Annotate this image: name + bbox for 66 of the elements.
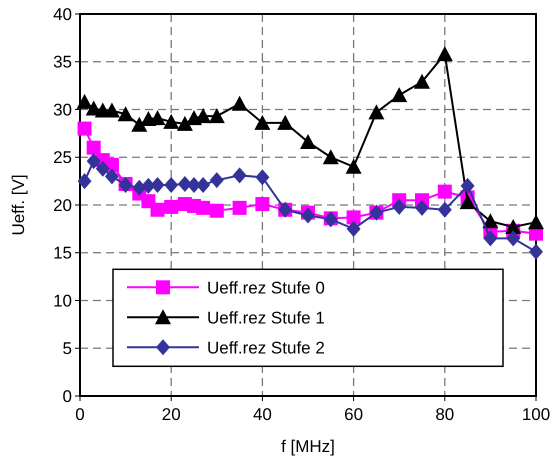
point [78, 122, 92, 136]
point [392, 198, 406, 215]
point [415, 200, 429, 216]
point [528, 214, 544, 230]
point [322, 149, 339, 164]
point [346, 158, 362, 174]
point [176, 116, 193, 131]
point [131, 116, 148, 132]
point [86, 140, 101, 155]
y-tick-label: 35 [53, 52, 72, 72]
point [300, 134, 316, 149]
point [232, 96, 248, 111]
y-tick-label: 30 [53, 100, 72, 120]
point [414, 74, 430, 89]
point [208, 108, 225, 124]
x-tick-label: 0 [75, 405, 85, 424]
point [232, 200, 247, 215]
y-tick-label: 25 [53, 148, 72, 168]
point [150, 176, 165, 193]
point [78, 173, 92, 190]
point [254, 114, 270, 130]
point [460, 178, 475, 194]
y-tick-label: 40 [53, 4, 72, 24]
point [460, 194, 476, 210]
y-axis-title: Ueff. [V] [9, 174, 28, 236]
point [76, 94, 93, 109]
point [346, 210, 361, 224]
point [436, 46, 453, 62]
legend-label: Ueff.rez Stufe 0 [207, 278, 325, 298]
point [86, 153, 101, 170]
point [150, 202, 165, 217]
point [368, 104, 384, 120]
x-tick-label: 40 [252, 405, 272, 424]
x-tick-label: 60 [344, 405, 364, 424]
point [104, 168, 119, 184]
x-tick-label: 80 [435, 405, 454, 424]
point [438, 184, 452, 199]
point [164, 176, 178, 193]
point [118, 106, 134, 122]
x-tick-label: 100 [522, 405, 550, 424]
point [529, 244, 543, 260]
point [301, 208, 315, 224]
point [438, 202, 452, 218]
y-tick-label: 15 [53, 244, 72, 263]
point [483, 230, 498, 246]
point [505, 218, 522, 234]
point [210, 172, 224, 188]
y-tick-label: 10 [53, 291, 72, 310]
point [163, 114, 180, 129]
y-tick-label: 5 [62, 339, 72, 358]
point [482, 213, 498, 228]
legend-label: Ueff.rez Stufe 1 [207, 308, 325, 328]
point [346, 220, 361, 237]
x-axis-title: f [MHz] [281, 437, 335, 456]
y-tick-label: 0 [62, 386, 72, 406]
y-tick-label: 20 [53, 196, 72, 215]
point [506, 230, 520, 246]
point [210, 204, 224, 218]
x-tick-label: 20 [162, 405, 181, 424]
point [391, 87, 408, 102]
legend-label: Ueff.rez Stufe 2 [207, 338, 325, 358]
point [255, 197, 270, 212]
point [255, 169, 270, 186]
point [96, 160, 110, 177]
point [277, 114, 294, 130]
point [232, 167, 247, 184]
